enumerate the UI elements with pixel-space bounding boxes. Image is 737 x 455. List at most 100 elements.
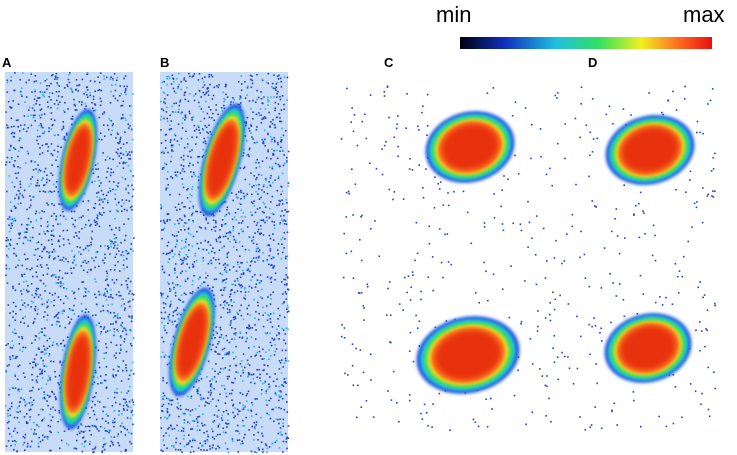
- speckle-dot: [14, 357, 17, 360]
- speckle-dot: [131, 184, 133, 187]
- speckle-dot: [231, 218, 234, 221]
- speckle-dot: [78, 84, 80, 87]
- speckle-dot: [248, 325, 250, 327]
- speckle-dot: [350, 250, 353, 253]
- speckle-dot: [48, 179, 51, 182]
- speckle-dot: [706, 309, 709, 312]
- speckle-dot: [89, 80, 92, 82]
- speckle-dot: [132, 250, 134, 252]
- speckle-dot: [19, 186, 22, 189]
- speckle-dot: [22, 242, 25, 245]
- speckle-dot: [62, 127, 65, 129]
- speckle-dot: [203, 397, 205, 400]
- speckle-dot: [245, 122, 247, 125]
- speckle-dot: [229, 240, 231, 243]
- speckle-dot: [57, 278, 60, 281]
- speckle-dot: [644, 233, 646, 235]
- speckle-dot: [58, 203, 60, 205]
- speckle-dot: [190, 397, 192, 399]
- speckle-dot: [244, 291, 247, 293]
- speckle-dot: [273, 140, 276, 143]
- speckle-dot: [116, 132, 119, 135]
- speckle-dot: [427, 424, 429, 427]
- speckle-dot: [243, 425, 246, 427]
- speckle-dot: [99, 333, 102, 335]
- speckle-dot: [89, 416, 91, 419]
- speckle-dot: [26, 258, 29, 260]
- speckle-dot: [5, 371, 7, 373]
- speckle-dot: [43, 334, 46, 337]
- speckle-dot: [35, 210, 38, 213]
- speckle-dot: [50, 118, 53, 121]
- speckle-dot: [44, 191, 47, 193]
- speckle-dot: [162, 168, 165, 170]
- speckle-dot: [48, 355, 50, 357]
- speckle-dot: [41, 303, 43, 306]
- speckle-dot: [49, 413, 51, 416]
- speckle-dot: [193, 420, 196, 422]
- speckle-dot: [6, 124, 8, 126]
- speckle-dot: [24, 162, 27, 164]
- speckle-dot: [642, 293, 645, 295]
- speckle-dot: [267, 296, 269, 298]
- speckle-dot: [165, 111, 168, 113]
- speckle-dot: [35, 102, 37, 105]
- speckle-dot: [185, 270, 187, 272]
- speckle-dot: [228, 304, 230, 306]
- speckle-dot: [90, 434, 92, 436]
- speckle-dot: [249, 211, 252, 214]
- speckle-dot: [238, 202, 241, 205]
- speckle-dot: [21, 146, 23, 149]
- speckle-dot: [353, 114, 356, 116]
- speckle-dot: [72, 309, 74, 312]
- speckle-dot: [204, 76, 206, 78]
- speckle-dot: [124, 91, 126, 94]
- speckle-dot: [248, 147, 251, 150]
- speckle-dot: [188, 112, 191, 115]
- speckle-dot: [231, 305, 233, 307]
- speckle-dot: [283, 381, 285, 384]
- speckle-dot: [53, 299, 55, 302]
- speckle-dot: [132, 337, 135, 339]
- speckle-dot: [268, 399, 270, 402]
- speckle-dot: [171, 250, 173, 253]
- speckle-dot: [172, 150, 175, 152]
- speckle-dot: [55, 215, 58, 217]
- speckle-dot: [47, 305, 49, 308]
- speckle-dot: [38, 233, 41, 235]
- speckle-dot: [183, 308, 185, 311]
- speckle-dot: [15, 177, 18, 179]
- speckle-dot: [194, 408, 197, 410]
- speckle-dot: [176, 398, 179, 400]
- speckle-dot: [259, 233, 261, 236]
- speckle-dot: [18, 364, 21, 367]
- speckle-dot: [10, 144, 12, 147]
- speckle-dot: [366, 283, 369, 286]
- speckle-dot: [559, 294, 561, 297]
- speckle-dot: [255, 184, 258, 187]
- speckle-dot: [170, 289, 172, 291]
- speckle-dot: [125, 449, 128, 451]
- speckle-dot: [242, 369, 244, 371]
- speckle-dot: [62, 125, 65, 128]
- speckle-dot: [432, 403, 434, 405]
- speckle-dot: [223, 347, 226, 350]
- speckle-dot: [192, 235, 195, 238]
- speckle-dot: [286, 308, 288, 310]
- speckle-dot: [43, 210, 46, 213]
- speckle-dot: [46, 101, 49, 103]
- speckle-dot: [37, 347, 40, 350]
- speckle-dot: [184, 114, 187, 116]
- speckle-dot: [181, 122, 183, 124]
- speckle-dot: [120, 117, 123, 119]
- speckle-dot: [234, 316, 236, 318]
- speckle-dot: [119, 138, 121, 141]
- speckle-dot: [235, 332, 237, 334]
- speckle-dot: [46, 347, 49, 350]
- speckle-dot: [255, 424, 257, 426]
- speckle-dot: [173, 267, 176, 270]
- speckle-dot: [285, 393, 287, 396]
- speckle-dot: [283, 154, 285, 156]
- speckle-dot: [238, 191, 240, 193]
- speckle-dot: [208, 116, 211, 119]
